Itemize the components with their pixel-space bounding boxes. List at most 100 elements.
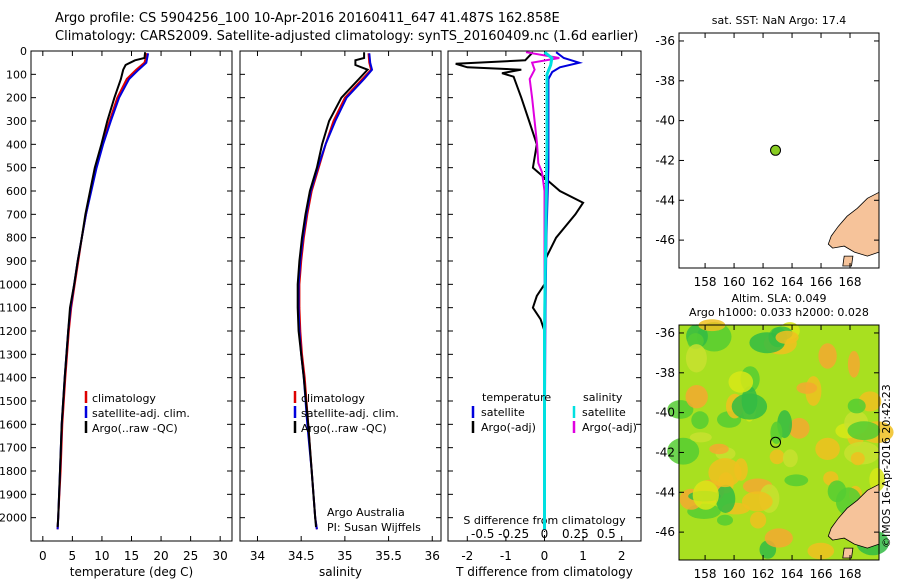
legend-label: Argo(-adj) [582,421,637,434]
x-tick-label: 15 [124,549,139,563]
x-tick-label: 164 [781,567,804,580]
y-tick-label: 300 [6,115,27,128]
y-tick-label: 1100 [0,302,27,315]
y-tick-label: -42 [655,445,675,459]
sla-cell [818,343,837,369]
sla-cell [741,491,773,512]
land-mass [827,483,880,549]
x-tick-label: 168 [839,275,862,289]
y-tick-label: 200 [6,92,27,105]
x-tick-label: 160 [723,567,746,580]
x-tick-label: 5 [69,549,77,563]
sla-cell [734,458,748,481]
y-tick-label: -38 [655,366,675,380]
x-tick-label: 1 [579,549,587,563]
sla-cell [788,417,810,439]
float-marker [770,436,782,448]
s-tick-label: 0 [541,527,549,541]
legend-label: satellite-adj. clim. [92,407,190,420]
y-tick-label: 800 [6,232,27,245]
series-argo [56,52,147,528]
sla-cell [784,474,809,487]
sla-cell [847,421,881,441]
sla-cell [769,449,785,465]
sla-cell [708,458,742,488]
x-tick-label: 166 [810,275,833,289]
x-tick-label: 20 [153,549,168,563]
y-tick-label: -44 [655,193,675,207]
y-tick-label: 1000 [0,278,27,291]
credit-text: ©IMOS 16-Apr-2016 20:42:23 [880,384,893,548]
x-tick-label: 158 [694,275,717,289]
y-tick-label: -38 [655,74,675,88]
sla-cell [667,400,694,419]
map-frame [678,32,880,269]
y-tick-label: -44 [655,485,675,499]
y-tick-label: 1500 [0,395,27,408]
legend-label: satellite-adj. clim. [301,407,399,420]
x-tick-label: 25 [183,549,198,563]
s-tick-label: 0.5 [597,527,616,541]
map-frame [678,324,880,561]
s-tick-label: -0.25 [498,527,529,541]
s-tick-label: 0.25 [562,527,589,541]
series-t-argo [455,51,585,527]
legend-label: Argo(..raw -QC) [92,422,178,435]
x-tick-label: 164 [781,275,804,289]
sla-cell [728,371,754,393]
sla-cell [750,511,767,529]
annotation-line2: PI: Susan Wijffels [327,521,421,534]
sla-map-title-line2: Argo h1000: 0.033 h2000: 0.028 [689,306,869,319]
s-tick-label: -0.5 [471,527,494,541]
series-s-satellite [543,51,554,530]
x-axis-label: temperature (deg C) [70,565,193,579]
series-satellite [297,53,374,530]
sla-cell [782,449,798,468]
legend-title-salinity: salinity [583,391,623,404]
x-axis-label: salinity [319,565,362,579]
sla-cell [775,330,799,344]
chart-title-line2: Climatology: CARS2009. Satellite-adjuste… [55,29,639,44]
legend-title-temperature: temperature [482,391,551,404]
y-tick-label: 1200 [0,325,27,338]
sla-cell [807,542,835,560]
y-tick-label: -46 [655,525,675,539]
float-marker [770,144,782,156]
sla-cell [717,514,733,526]
sla-cell [869,468,885,492]
y-tick-label: -40 [655,406,675,420]
sla-cell [796,382,818,394]
x-tick-label: 35.5 [375,549,402,563]
sla-cell [685,385,708,409]
x-tick-label: 168 [839,567,862,580]
series-climatology [56,53,148,530]
x-tick-label: 166 [810,567,833,580]
legend-label: satellite [582,406,626,419]
x-tick-label: 162 [752,275,775,289]
x-tick-label: 0 [39,549,47,563]
y-tick-label: 1300 [0,348,27,361]
sla-cell [689,432,712,443]
sst-map [678,32,880,269]
y-tick-label: 1400 [0,372,27,385]
legend-label: Argo(-adj) [481,421,536,434]
y-tick-label: -36 [655,326,675,340]
x-tick-label: 34 [250,549,265,563]
sla-cell [731,393,768,420]
y-tick-label: 0 [20,45,27,58]
x-tick-label: 30 [213,549,228,563]
stewart-island [842,255,854,267]
sla-cell [691,411,709,430]
y-tick-label: 700 [6,208,27,221]
x-tick-label: 160 [723,275,746,289]
y-tick-label: 1900 [0,488,27,501]
y-tick-label: -40 [655,114,675,128]
sla-cell [847,350,860,378]
y-tick-label: 2000 [0,512,27,525]
y-tick-label: 100 [6,68,27,81]
sla-map-title-line1: Altim. SLA: 0.049 [731,292,826,305]
x-tick-label: 36 [425,549,440,563]
series-satellite [56,53,150,530]
sla-cell [692,480,719,510]
